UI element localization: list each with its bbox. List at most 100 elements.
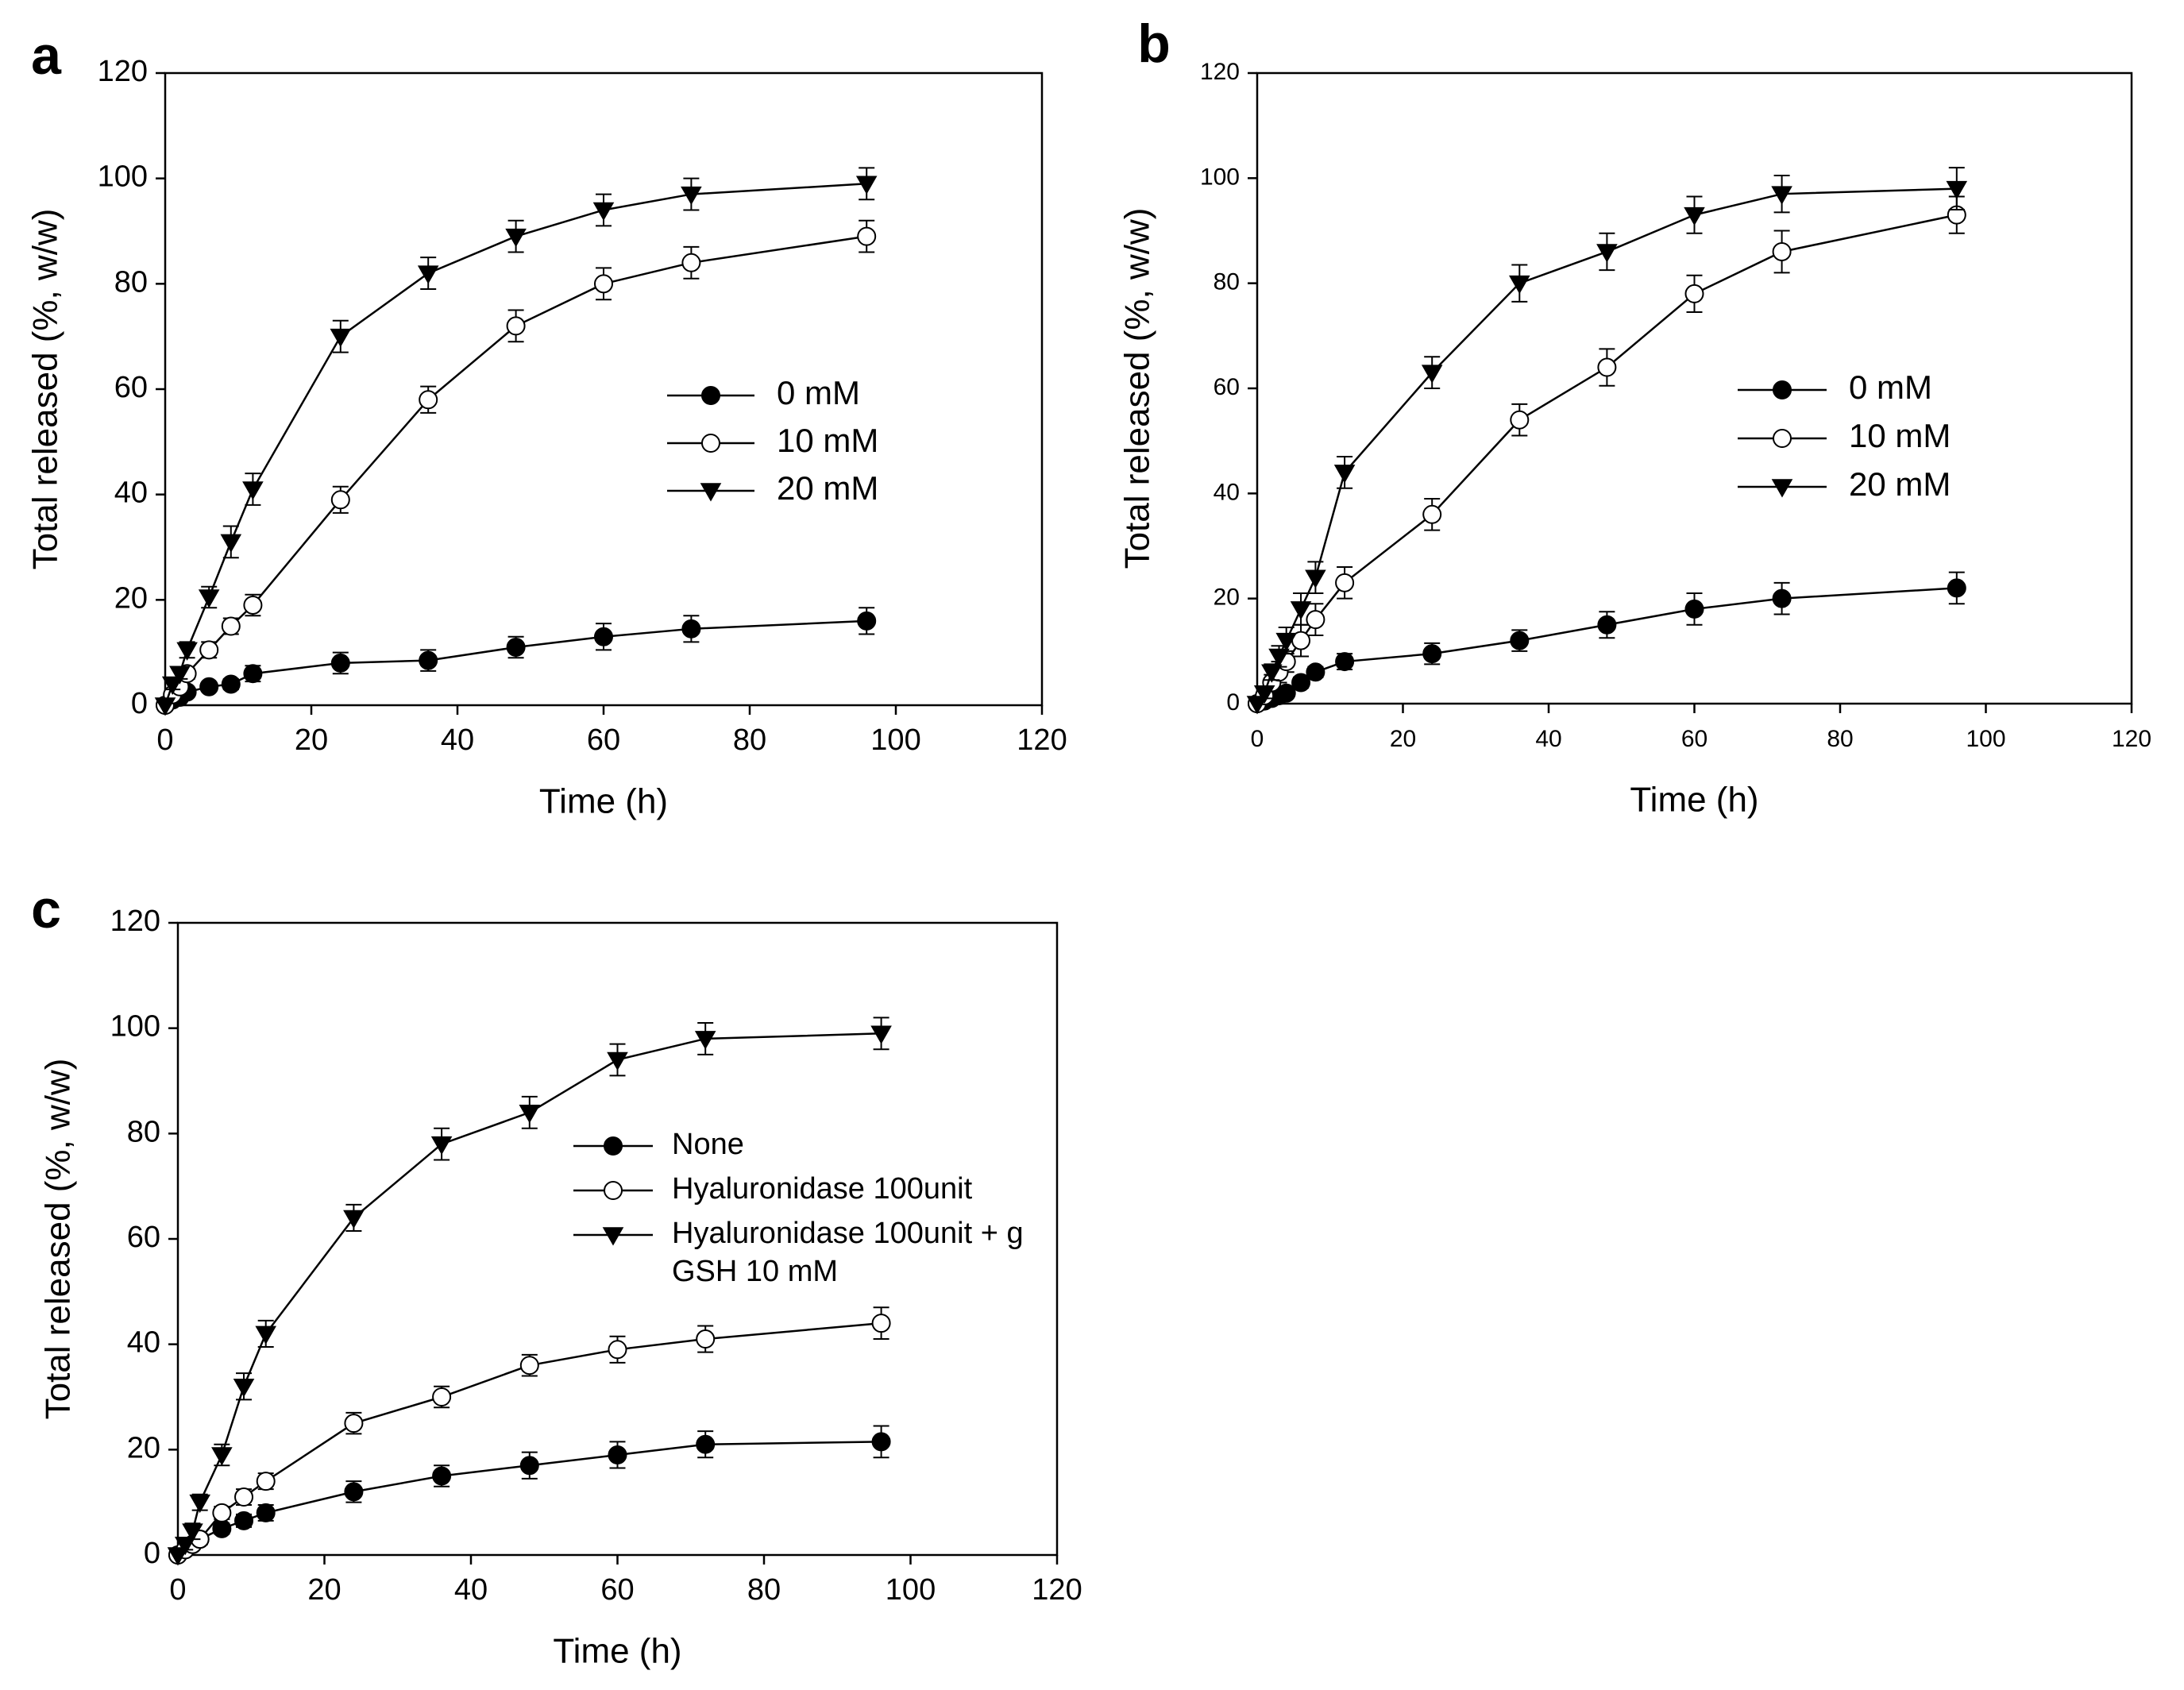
x-axis-label: Time (h)	[1630, 781, 1758, 820]
data-point	[855, 176, 878, 195]
data-point	[234, 1511, 254, 1530]
data-point	[1291, 673, 1311, 693]
data-point	[1422, 504, 1442, 524]
legend: 0 mM 10 mM 20 mM	[667, 374, 878, 507]
legend-label: 20 mM	[777, 469, 878, 507]
data-point	[432, 1466, 452, 1486]
data-point	[519, 1456, 539, 1476]
series-3	[154, 167, 878, 716]
y-tick-label: 80	[127, 1115, 160, 1148]
data-point	[1306, 610, 1325, 630]
data-point	[1684, 206, 1705, 226]
x-tick-label: 80	[747, 1573, 781, 1607]
data-point	[211, 1447, 233, 1466]
data-point	[255, 1325, 276, 1345]
data-point	[607, 1051, 628, 1071]
data-point	[212, 1503, 232, 1522]
legend-marker	[602, 1227, 624, 1246]
y-tick-label: 20	[127, 1431, 160, 1464]
legend-label: 10 mM	[1849, 417, 1951, 454]
y-tick-label: 60	[127, 1221, 160, 1254]
data-point	[243, 664, 263, 684]
data-point	[681, 253, 701, 272]
x-tick-label: 60	[600, 1573, 634, 1607]
series-3	[1246, 167, 1968, 715]
y-axis-label: Total released (%, w/w)	[1118, 208, 1157, 569]
legend-marker	[700, 483, 722, 502]
series-1	[1248, 571, 1966, 713]
data-point	[199, 677, 219, 696]
series-line	[1256, 587, 1957, 705]
data-point	[330, 328, 352, 348]
x-tick-label: 120	[1032, 1573, 1082, 1607]
data-point	[1772, 241, 1792, 261]
y-tick-label: 0	[131, 687, 148, 720]
x-tick-label: 0	[1251, 726, 1264, 752]
data-point	[857, 226, 877, 246]
x-tick-label: 60	[1681, 726, 1707, 752]
legend-label: 20 mM	[1849, 465, 1951, 503]
legend-marker	[604, 1181, 623, 1200]
legend: 0 mM 10 mM 20 mM	[1738, 368, 1951, 503]
data-point	[1305, 569, 1326, 588]
data-point	[1333, 465, 1356, 484]
series-1	[168, 1425, 891, 1565]
legend-marker	[1773, 380, 1792, 399]
y-tick-label: 40	[127, 1326, 160, 1360]
y-tick-label: 120	[1200, 59, 1240, 85]
data-point	[169, 666, 191, 685]
x-tick-label: 120	[1017, 723, 1067, 757]
data-point	[154, 697, 176, 716]
data-point	[1510, 410, 1530, 430]
data-point	[432, 1387, 452, 1406]
data-point	[430, 1136, 453, 1156]
data-point	[256, 1503, 276, 1522]
panel-letter: a	[31, 25, 62, 86]
data-point	[176, 642, 198, 661]
data-point	[870, 1025, 892, 1044]
legend-marker	[604, 1136, 623, 1156]
data-point	[212, 1518, 232, 1538]
legend-label: None	[672, 1128, 744, 1161]
y-tick-label: 60	[114, 371, 148, 404]
y-tick-label: 100	[1200, 164, 1240, 190]
data-point	[198, 589, 220, 608]
data-point	[221, 616, 241, 636]
data-point	[696, 1434, 716, 1454]
x-tick-label: 100	[886, 1573, 936, 1607]
legend-marker	[1771, 479, 1793, 498]
x-axis-label: Time (h)	[539, 782, 668, 821]
data-point	[343, 1210, 365, 1229]
data-point	[694, 1031, 716, 1050]
y-tick-label: 20	[114, 581, 148, 615]
data-point	[174, 1536, 196, 1556]
data-point	[344, 1482, 364, 1502]
x-tick-label: 20	[295, 723, 328, 757]
y-axis-label: Total released (%, w/w)	[39, 1059, 78, 1420]
data-point	[871, 1432, 891, 1452]
data-point	[1268, 648, 1290, 667]
x-tick-label: 80	[733, 723, 766, 757]
data-point	[167, 1547, 189, 1566]
data-point	[608, 1445, 627, 1464]
data-point	[1421, 365, 1443, 384]
data-point	[419, 650, 438, 670]
y-tick-label: 100	[98, 160, 148, 194]
x-tick-label: 0	[169, 1573, 186, 1607]
data-point	[199, 640, 219, 660]
y-tick-label: 120	[110, 905, 160, 938]
data-point	[344, 1414, 364, 1433]
data-point	[1335, 573, 1355, 592]
x-axis-label: Time (h)	[553, 1632, 681, 1671]
y-tick-label: 0	[144, 1537, 160, 1570]
data-point	[594, 274, 613, 294]
data-point	[1684, 599, 1704, 619]
legend-label: Hyaluronidase 100unit + g	[672, 1217, 1024, 1250]
data-point	[696, 1329, 716, 1349]
data-point	[182, 1523, 203, 1542]
panel-letter: b	[1137, 14, 1171, 74]
data-point	[330, 490, 350, 510]
data-point	[417, 265, 439, 284]
data-point	[220, 534, 242, 553]
